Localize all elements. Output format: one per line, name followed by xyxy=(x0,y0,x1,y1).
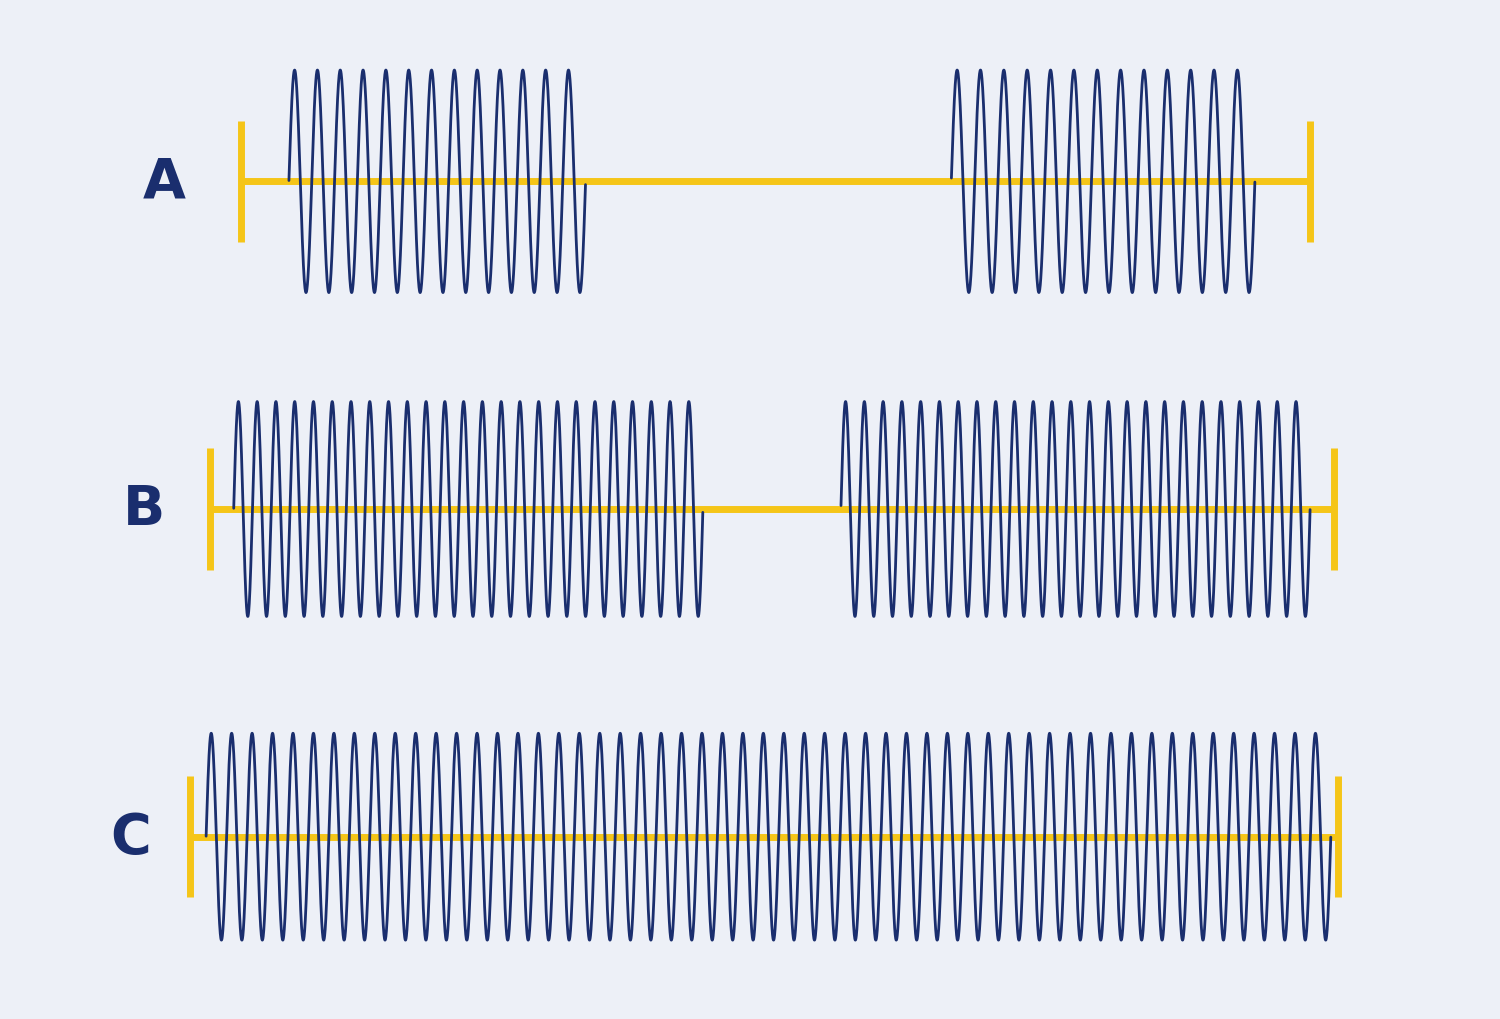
Text: B: B xyxy=(123,483,165,536)
Text: C: C xyxy=(110,810,150,864)
Text: A: A xyxy=(142,155,186,209)
